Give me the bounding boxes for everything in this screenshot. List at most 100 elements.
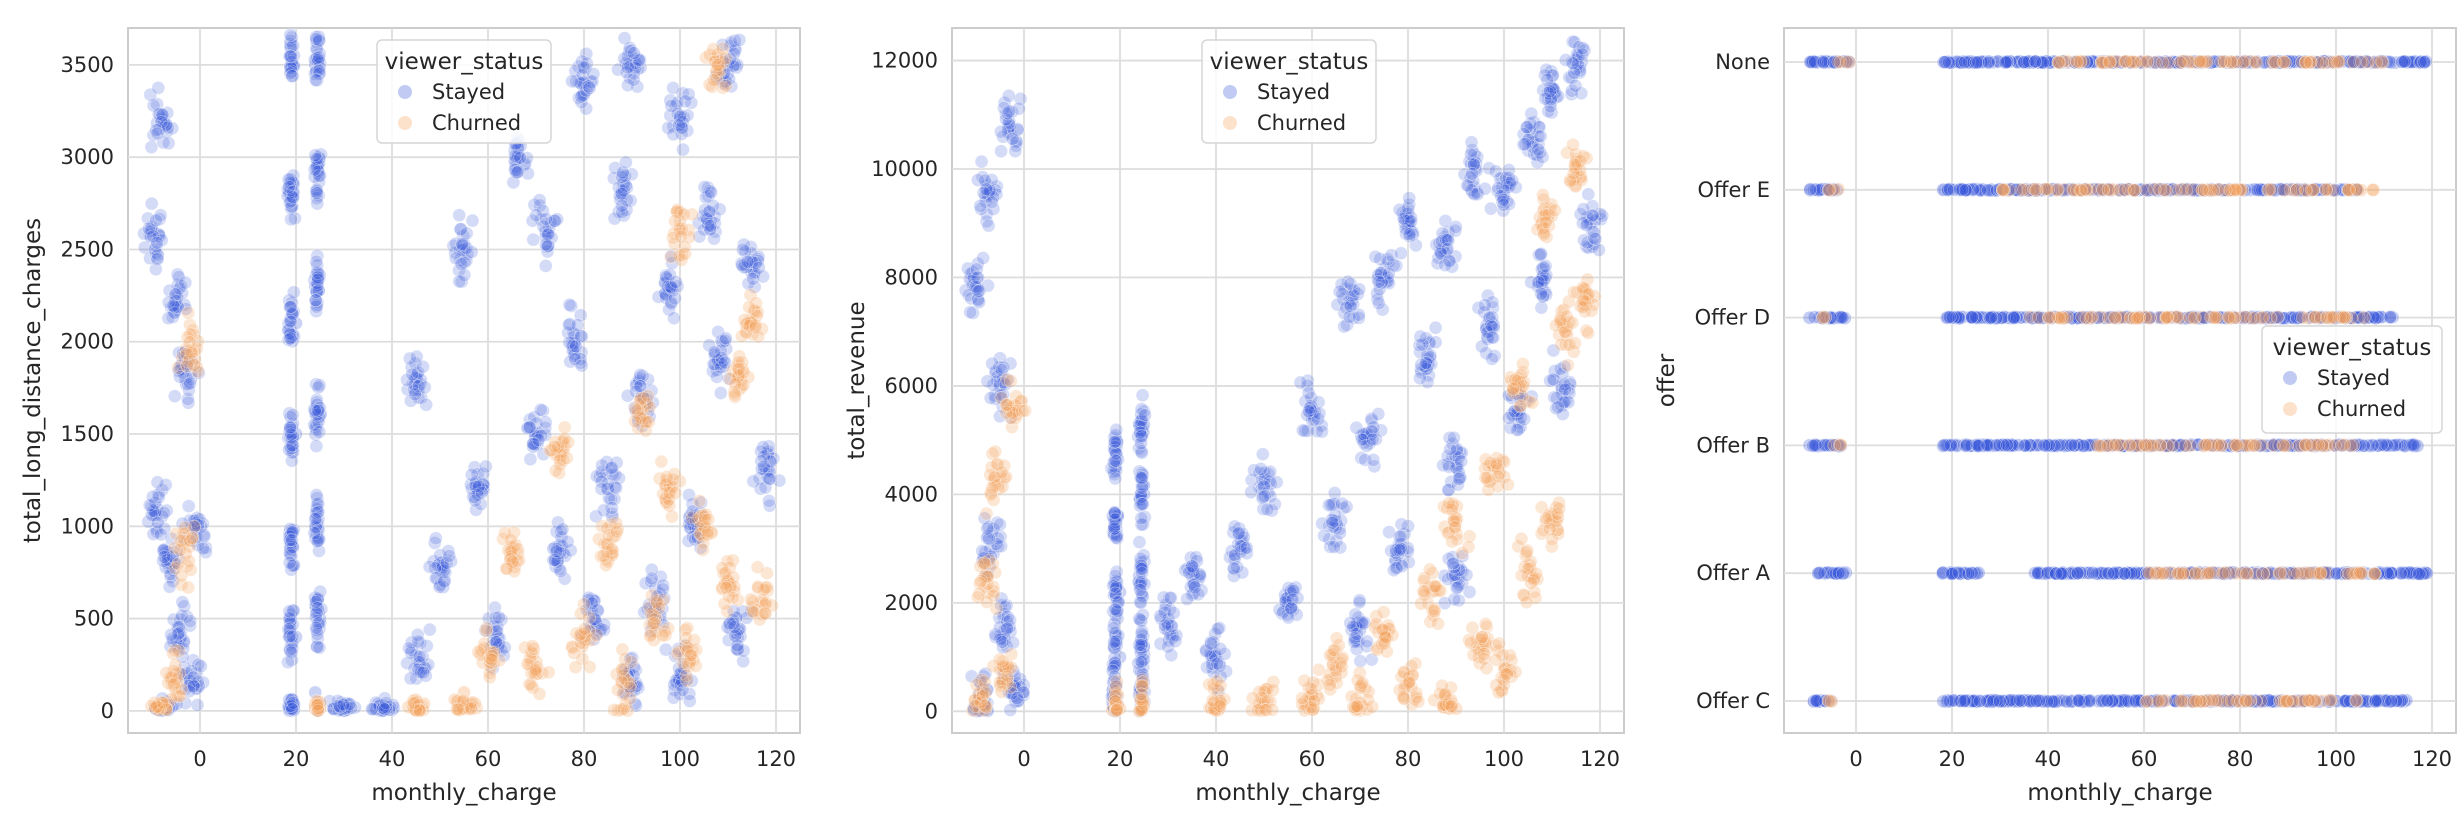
churned-point — [532, 687, 547, 701]
stayed-point — [1352, 282, 1366, 297]
stayed-point — [312, 425, 327, 439]
churned-point — [994, 465, 1009, 480]
stayed-point — [562, 297, 577, 312]
stayed-point — [408, 387, 422, 402]
stayed-point — [284, 645, 299, 660]
stayed-point — [163, 567, 178, 581]
stayed-point — [159, 478, 173, 492]
stayed-point — [412, 649, 427, 664]
stayed-point — [307, 162, 322, 177]
stayed-point — [2383, 310, 2398, 324]
stayed-point — [1108, 434, 1122, 449]
stayed-point — [161, 311, 176, 326]
legend-title: viewer_status — [1210, 49, 1369, 75]
stayed-point — [523, 452, 538, 467]
churned-point — [1539, 511, 1553, 526]
stayed-point — [1135, 471, 1149, 485]
stayed-point — [1392, 202, 1407, 217]
stayed-point — [1413, 371, 1427, 386]
stayed-point — [620, 60, 635, 75]
stayed-point — [1392, 529, 1407, 544]
stayed-point — [678, 94, 693, 109]
x-tick-label: 60 — [475, 747, 502, 771]
stayed-point — [1540, 72, 1555, 87]
stayed-point — [428, 561, 442, 576]
churned-point — [717, 596, 732, 611]
stayed-point — [658, 642, 673, 657]
stayed-point — [522, 420, 537, 435]
stayed-point — [627, 46, 641, 60]
churned-point — [522, 677, 537, 692]
stayed-point — [981, 218, 996, 233]
stayed-point — [1346, 619, 1360, 634]
stayed-point — [1168, 634, 1183, 648]
stayed-point — [141, 211, 155, 226]
stayed-point — [1969, 55, 1983, 70]
stayed-point — [568, 339, 583, 354]
churned-point — [1327, 643, 1341, 657]
stayed-point — [1382, 266, 1396, 281]
churned-point — [664, 250, 678, 264]
stayed-point — [1296, 423, 1310, 438]
x-tick-label: 80 — [571, 747, 598, 771]
stayed-point — [1543, 84, 1557, 98]
stayed-point — [1998, 55, 2013, 70]
stayed-point — [666, 81, 680, 95]
churned-point — [758, 606, 773, 621]
churned-point — [727, 387, 742, 402]
churned-point — [574, 606, 588, 621]
stayed-point — [492, 610, 506, 625]
churned-point — [715, 41, 730, 56]
stayed-point — [1447, 430, 1461, 445]
churned-point — [1297, 673, 1312, 688]
stayed-point — [1478, 298, 1492, 312]
stayed-point — [1138, 408, 1152, 422]
stayed-point — [409, 349, 424, 364]
stayed-point — [161, 136, 176, 151]
stayed-point — [526, 232, 541, 247]
stayed-point — [980, 521, 995, 536]
churned-point — [557, 420, 572, 435]
churned-point — [628, 401, 643, 416]
y-tick-label: 10000 — [871, 157, 938, 181]
x-tick-label: 120 — [1580, 747, 1620, 771]
stayed-point — [1240, 540, 1254, 555]
stayed-point — [143, 87, 158, 102]
stayed-point — [183, 618, 197, 633]
churned-point — [1448, 520, 1462, 535]
churned-point — [144, 699, 159, 713]
stayed-point — [285, 69, 299, 83]
legend-marker — [1223, 116, 1237, 130]
churned-point — [1212, 699, 1227, 713]
stayed-point — [1003, 703, 1018, 717]
stayed-point — [150, 475, 165, 490]
y-tick-label: Offer D — [1695, 306, 1770, 330]
churned-point — [159, 665, 174, 680]
stayed-point — [1402, 227, 1417, 241]
stayed-point — [283, 195, 297, 210]
stayed-point — [1005, 132, 1020, 146]
stayed-point — [570, 318, 585, 332]
stayed-point — [151, 81, 166, 95]
churned-point — [994, 684, 1009, 699]
stayed-point — [285, 438, 300, 453]
stayed-point — [429, 531, 443, 546]
stayed-point — [682, 694, 697, 708]
stayed-point — [1835, 310, 1850, 325]
stayed-point — [1284, 601, 1298, 616]
stayed-point — [309, 620, 323, 635]
y-tick-label: 500 — [74, 607, 114, 631]
stayed-point — [284, 427, 299, 442]
stayed-point — [282, 326, 297, 340]
stayed-point — [1449, 581, 1464, 595]
stayed-point — [1803, 182, 1818, 196]
churned-point — [1329, 631, 1344, 646]
stayed-point — [1256, 490, 1270, 504]
churned-point — [1477, 651, 1492, 666]
y-axis-label: total_long_distance_charges — [20, 218, 46, 543]
stayed-point — [284, 299, 298, 314]
x-tick-label: 0 — [1017, 747, 1030, 771]
churned-point — [643, 629, 658, 643]
